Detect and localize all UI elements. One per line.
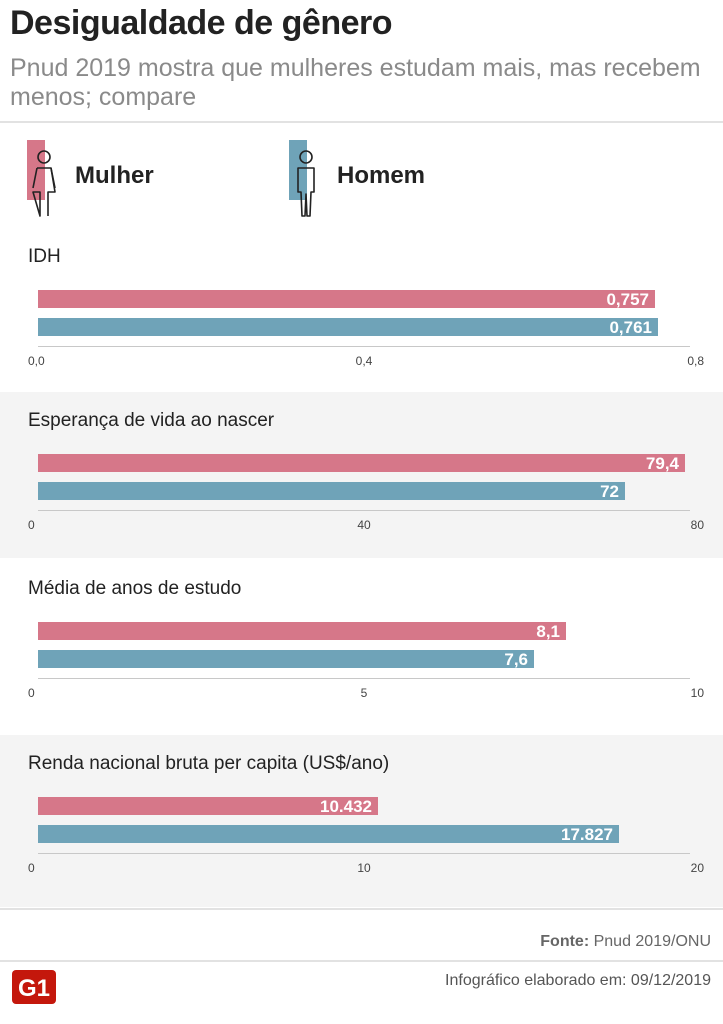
chart-panel: Renda nacional bruta per capita (US$/ano…	[0, 735, 723, 907]
bar-value-label: 8,1	[536, 622, 560, 641]
logo-text: G1	[18, 975, 50, 1002]
x-tick-label: 0,8	[687, 354, 704, 368]
bar-value-label: 7,6	[504, 650, 528, 669]
chart-title: Média de anos de estudo	[28, 578, 242, 599]
chart-panel: Esperança de vida ao nascer 79,4 72 0 40 80	[0, 392, 723, 558]
x-tick-label: 5	[360, 686, 368, 700]
chart-title: Renda nacional bruta per capita (US$/ano…	[28, 753, 390, 774]
x-tick-label: 0,0	[28, 354, 45, 368]
legend-label-mulher: Mulher	[75, 162, 154, 189]
bar-mulher: 10.432	[38, 797, 378, 816]
bar-homem: 7,6	[38, 650, 534, 669]
footer-divider-top	[0, 908, 723, 910]
x-tick-label: 10	[690, 686, 704, 700]
chart-title: Esperança de vida ao nascer	[28, 410, 275, 431]
x-tick-label: 0	[28, 686, 35, 700]
source-label: Fonte:	[540, 933, 590, 950]
chart-panel: IDH 0,757 0,761 0,0 0,4 0,8	[0, 230, 723, 376]
man-icon	[297, 150, 315, 217]
source-note: Fonte: Pnud 2019/ONU	[540, 933, 711, 951]
x-tick-label: 0	[28, 861, 35, 875]
bar-value-label: 0,761	[609, 318, 652, 337]
x-tick-label: 0,4	[355, 354, 373, 368]
x-tick-label: 80	[690, 518, 704, 532]
page-subtitle: Pnud 2019 mostra que mulheres estudam ma…	[10, 54, 701, 111]
bar-value-label: 0,757	[606, 290, 649, 309]
header-divider	[0, 121, 723, 123]
x-tick-label: 40	[357, 518, 371, 532]
page-title: Desigualdade de gênero	[10, 4, 393, 42]
chart-title: IDH	[28, 246, 61, 267]
bar-mulher: 8,1	[38, 622, 566, 641]
bar-value-label: 72	[600, 482, 619, 501]
x-tick-label: 20	[690, 861, 704, 875]
bar-value-label: 79,4	[645, 454, 679, 473]
g1-logo: G1	[12, 970, 56, 1004]
x-axis-line	[38, 346, 690, 347]
chart-panel: Média de anos de estudo 8,1 7,6 0 5 10	[0, 560, 723, 730]
x-axis-line	[38, 678, 690, 679]
bar-homem: 72	[38, 482, 625, 501]
bar-value-label: 17.827	[561, 825, 613, 844]
bar-value-label: 10.432	[320, 797, 372, 816]
x-tick-label: 0	[28, 518, 35, 532]
footer-divider	[0, 960, 723, 962]
bar-homem: 0,761	[38, 318, 658, 337]
x-axis-line	[38, 853, 690, 854]
x-axis-line	[38, 510, 690, 511]
source-value: Pnud 2019/ONU	[593, 933, 711, 950]
bar-homem: 17.827	[38, 825, 619, 844]
legend-label-homem: Homem	[337, 162, 426, 189]
woman-icon	[32, 150, 56, 217]
x-tick-label: 10	[357, 861, 371, 875]
bar-mulher: 0,757	[38, 290, 655, 309]
bar-mulher: 79,4	[38, 454, 685, 473]
credit-note: Infográfico elaborado em: 09/12/2019	[445, 972, 711, 989]
